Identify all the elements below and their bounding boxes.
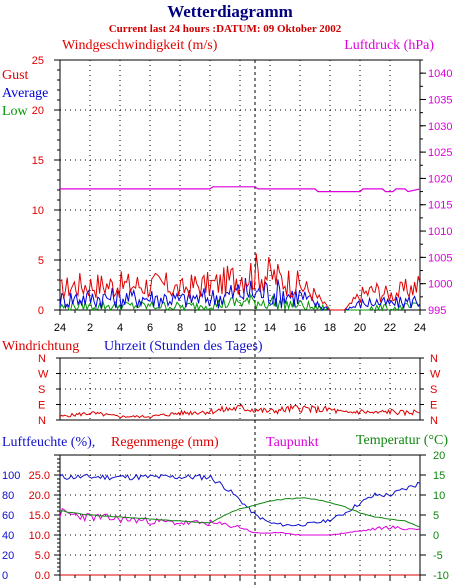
rain-title: Regenmenge (mm) bbox=[111, 435, 219, 450]
temperature-line bbox=[59, 497, 421, 528]
x-tick-label: 4 bbox=[117, 322, 123, 334]
time-axis-title: Uhrzeit (Stunden des Tages) bbox=[104, 339, 263, 354]
pressure-y-tick-label: 1010 bbox=[428, 226, 452, 238]
pressure-y-tick-label: 1040 bbox=[428, 68, 452, 80]
direction-y-tick-label-left: W bbox=[38, 369, 49, 381]
pressure-y-tick-label: 1035 bbox=[428, 94, 452, 106]
pressure-title: Luftdruck (hPa) bbox=[344, 38, 434, 53]
wind-y-tick-label: 10 bbox=[32, 205, 44, 217]
x-tick-label: 18 bbox=[324, 322, 336, 334]
temp-y-tick-label: -10 bbox=[433, 570, 449, 582]
pressure-y-tick-label: 1020 bbox=[428, 173, 452, 185]
direction-y-tick-label-right: N bbox=[430, 353, 438, 365]
legend-gust: Gust bbox=[2, 68, 29, 83]
wind-gust-line bbox=[59, 253, 421, 311]
dewpoint-title: Taupunkt bbox=[266, 435, 319, 450]
direction-y-tick-label-right: E bbox=[430, 400, 437, 412]
temp-y-tick-label: 10 bbox=[433, 490, 445, 502]
wind-direction-line bbox=[59, 404, 421, 419]
direction-y-tick-label-right: N bbox=[430, 415, 438, 427]
wind-y-tick-label: 20 bbox=[32, 105, 44, 117]
x-tick-label: 12 bbox=[234, 322, 246, 334]
rain-y-tick-label: 15.0 bbox=[29, 510, 50, 522]
climate-axes: -10 -5 0 5 10 15 20 0 20 40 60 80 100 0.0 5.0 10.0 15.0 2… bbox=[2, 450, 449, 582]
climate-plot-grid bbox=[60, 455, 420, 575]
x-tick-label: 14 bbox=[264, 322, 276, 334]
humidity-y-tick-label: 40 bbox=[2, 530, 14, 542]
climate-series bbox=[59, 473, 421, 576]
wind-direction-title: Windrichtung bbox=[2, 339, 79, 354]
wind-speed-title: Windgeschwindigkeit (m/s) bbox=[62, 38, 218, 53]
humidity-y-tick-label: 60 bbox=[2, 510, 14, 522]
page-subtitle: Current last 24 hours :DATUM: 09 Oktober… bbox=[109, 23, 342, 35]
wind-plot-grid bbox=[60, 60, 420, 310]
wind-average-line bbox=[59, 277, 421, 311]
x-tick-label: 16 bbox=[294, 322, 306, 334]
x-tick-label: 2 bbox=[87, 322, 93, 334]
wind-y-tick-label: 15 bbox=[32, 155, 44, 167]
humidity-y-tick-label: 100 bbox=[2, 470, 20, 482]
direction-series bbox=[59, 404, 421, 419]
x-tick-label: 20 bbox=[354, 322, 366, 334]
pressure-y-tick-label: 1025 bbox=[428, 147, 452, 159]
x-tick-label: 6 bbox=[147, 322, 153, 334]
wind-y-tick-label: 5 bbox=[38, 255, 44, 267]
dewpoint-line bbox=[59, 507, 421, 536]
humidity-y-tick-label: 80 bbox=[2, 490, 14, 502]
x-tick-label: 24 bbox=[414, 322, 426, 334]
direction-plot-grid bbox=[60, 358, 420, 420]
rain-y-tick-label: 0.0 bbox=[35, 570, 50, 582]
pressure-y-tick-label: 1030 bbox=[428, 121, 452, 133]
rain-y-tick-label: 5.0 bbox=[35, 550, 50, 562]
pressure-y-tick-label: 1015 bbox=[428, 200, 452, 212]
temp-y-tick-label: 15 bbox=[433, 470, 445, 482]
pressure-line bbox=[60, 186, 421, 193]
temp-y-tick-label: 5 bbox=[433, 510, 439, 522]
humidity-line bbox=[59, 473, 421, 527]
x-tick-label: 10 bbox=[204, 322, 216, 334]
x-tick-label: 8 bbox=[177, 322, 183, 334]
wind-y-tick-label: 0 bbox=[38, 305, 44, 317]
pressure-y-tick-label: 1000 bbox=[428, 279, 452, 291]
legend-average: Average bbox=[2, 86, 48, 101]
direction-y-tick-label-left: N bbox=[38, 353, 46, 365]
wind-y-tick-label: 25 bbox=[32, 55, 44, 67]
humidity-y-tick-label: 20 bbox=[2, 550, 14, 562]
page-title: Wetterdiagramm bbox=[167, 2, 293, 21]
humidity-y-tick-label: 0 bbox=[2, 570, 8, 582]
direction-y-tick-label-left: N bbox=[38, 415, 46, 427]
direction-axes: N NW WS SE EN N bbox=[38, 353, 441, 427]
direction-y-tick-label-left: S bbox=[38, 384, 45, 396]
temp-y-tick-label: 20 bbox=[433, 450, 445, 462]
pressure-y-tick-label: 995 bbox=[428, 305, 446, 317]
x-tick-label: 22 bbox=[384, 322, 396, 334]
rain-y-tick-label: 10.0 bbox=[29, 530, 50, 542]
temp-y-tick-label: 0 bbox=[433, 530, 439, 542]
legend-low: Low bbox=[2, 104, 29, 119]
wind-axes: 24 2 4 6 8 10 12 14 16 18 20 22 24051015202599510001… bbox=[32, 55, 453, 334]
rain-y-tick-label: 20.0 bbox=[29, 490, 50, 502]
pressure-y-tick-label: 1005 bbox=[428, 252, 452, 264]
direction-y-tick-label-right: S bbox=[430, 384, 437, 396]
x-tick-label: 24 bbox=[54, 322, 66, 334]
rain-y-tick-label: 25.0 bbox=[29, 470, 50, 482]
humidity-title: Luftfeuchte (%), bbox=[2, 435, 95, 450]
temp-y-tick-label: -5 bbox=[433, 550, 443, 562]
direction-y-tick-label-right: W bbox=[430, 369, 441, 381]
direction-y-tick-label-left: E bbox=[38, 400, 45, 412]
temperature-title: Temperatur (°C) bbox=[356, 433, 448, 448]
